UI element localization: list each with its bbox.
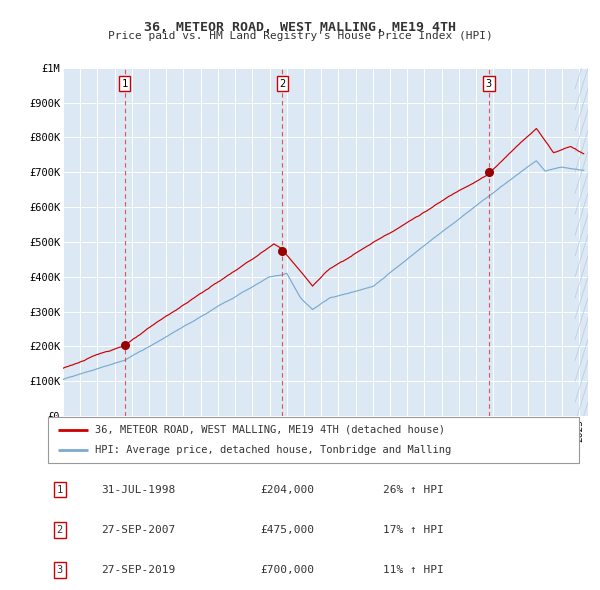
Text: 1: 1 xyxy=(121,78,128,88)
Text: 2: 2 xyxy=(56,525,63,535)
Text: 26% ↑ HPI: 26% ↑ HPI xyxy=(383,484,443,494)
Text: 27-SEP-2007: 27-SEP-2007 xyxy=(101,525,175,535)
Text: HPI: Average price, detached house, Tonbridge and Malling: HPI: Average price, detached house, Tonb… xyxy=(95,445,451,455)
Text: 27-SEP-2019: 27-SEP-2019 xyxy=(101,565,175,575)
Text: 2: 2 xyxy=(279,78,286,88)
Text: 11% ↑ HPI: 11% ↑ HPI xyxy=(383,565,443,575)
Text: 36, METEOR ROAD, WEST MALLING, ME19 4TH (detached house): 36, METEOR ROAD, WEST MALLING, ME19 4TH … xyxy=(95,425,445,435)
Text: £700,000: £700,000 xyxy=(260,565,314,575)
Text: 3: 3 xyxy=(486,78,492,88)
FancyBboxPatch shape xyxy=(48,417,579,463)
Text: 1: 1 xyxy=(56,484,63,494)
Text: 3: 3 xyxy=(56,565,63,575)
Polygon shape xyxy=(575,68,588,416)
Text: £475,000: £475,000 xyxy=(260,525,314,535)
Text: 17% ↑ HPI: 17% ↑ HPI xyxy=(383,525,443,535)
Text: 36, METEOR ROAD, WEST MALLING, ME19 4TH: 36, METEOR ROAD, WEST MALLING, ME19 4TH xyxy=(144,21,456,34)
Text: Price paid vs. HM Land Registry's House Price Index (HPI): Price paid vs. HM Land Registry's House … xyxy=(107,31,493,41)
Text: 31-JUL-1998: 31-JUL-1998 xyxy=(101,484,175,494)
Text: £204,000: £204,000 xyxy=(260,484,314,494)
